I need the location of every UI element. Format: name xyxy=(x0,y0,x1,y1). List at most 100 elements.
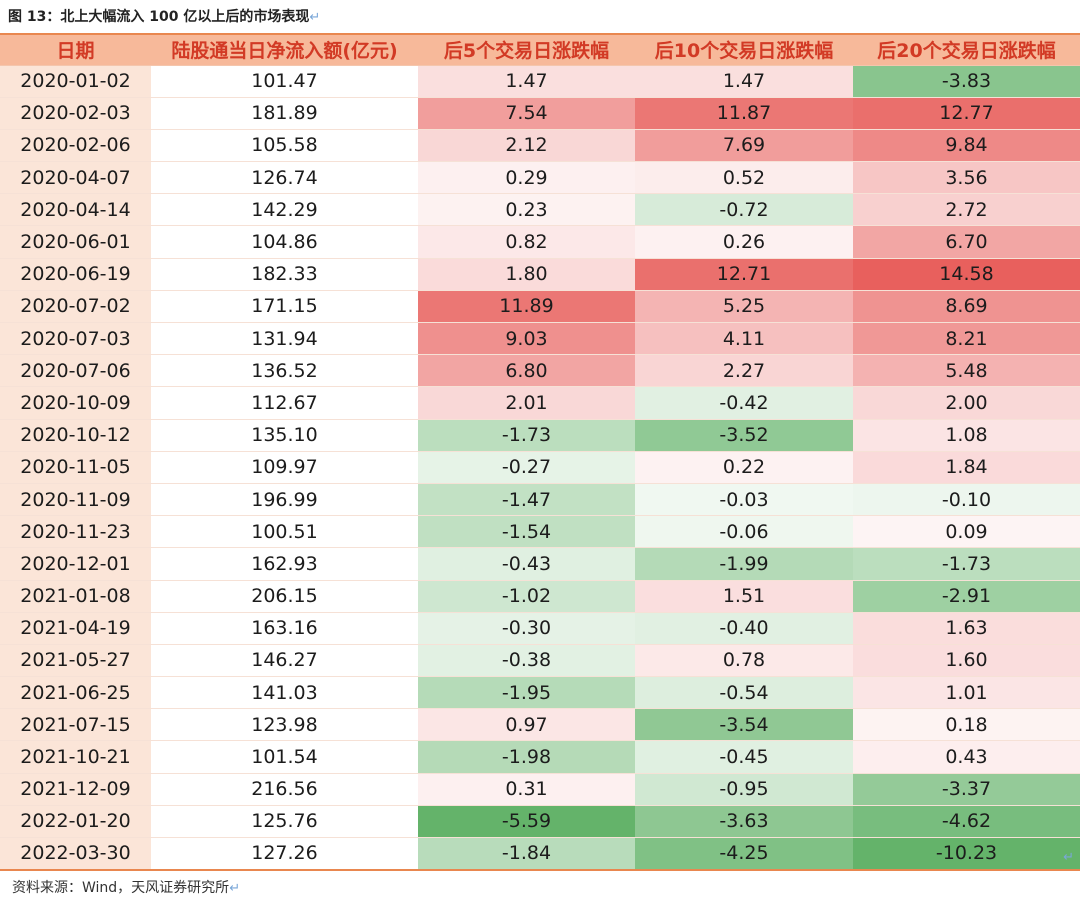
cell-5d-change: -1.73 xyxy=(418,419,635,452)
cell-20d-change: 1.60 xyxy=(853,644,1080,678)
cell-20d-change: 9.84 xyxy=(853,129,1080,163)
cell-net-inflow: 112.67 xyxy=(151,386,418,420)
cell-net-inflow: 101.54 xyxy=(151,740,418,774)
cell-10d-change: -0.54 xyxy=(635,676,853,710)
cell-20d-change: 1.01 xyxy=(853,676,1080,710)
cell-20d-change: 2.72 xyxy=(853,193,1080,227)
cell-5d-change: -0.27 xyxy=(418,451,635,484)
cell-date: 2021-05-27 xyxy=(0,644,151,678)
cell-5d-change: 0.29 xyxy=(418,161,635,195)
cell-10d-change: 7.69 xyxy=(635,129,853,163)
header-5d-change: 后5个交易日涨跌幅 xyxy=(418,33,635,66)
table-row: 2020-07-06 136.52 6.80 2.27 5.48 xyxy=(0,354,1080,388)
cell-5d-change: 7.54 xyxy=(418,97,635,130)
cell-20d-change: -2.91 xyxy=(853,580,1080,613)
cell-5d-change: 0.97 xyxy=(418,708,635,742)
data-table-container: 日期 陆股通当日净流入额(亿元) 后5个交易日涨跌幅 后10个交易日涨跌幅 后2… xyxy=(0,33,1080,871)
cell-10d-change: 1.51 xyxy=(635,580,853,613)
cell-date: 2020-02-03 xyxy=(0,97,151,130)
table-row: 2020-11-09 196.99 -1.47 -0.03 -0.10 xyxy=(0,483,1080,517)
cell-date: 2020-06-01 xyxy=(0,225,151,259)
table-row: 2022-03-30 127.26 -1.84 -4.25 -10.23 xyxy=(0,837,1080,871)
cell-10d-change: -0.45 xyxy=(635,740,853,774)
cell-5d-change: -1.54 xyxy=(418,515,635,549)
cell-date: 2020-07-02 xyxy=(0,290,151,324)
cell-5d-change: 2.01 xyxy=(418,386,635,420)
cell-date: 2021-12-09 xyxy=(0,773,151,806)
cell-5d-change: 11.89 xyxy=(418,290,635,324)
cell-20d-change: 1.08 xyxy=(853,419,1080,452)
cell-net-inflow: 206.15 xyxy=(151,580,418,613)
cell-date: 2020-11-23 xyxy=(0,515,151,549)
cell-10d-change: 4.11 xyxy=(635,322,853,356)
table-row: 2020-11-23 100.51 -1.54 -0.06 0.09 xyxy=(0,515,1080,549)
cell-5d-change: -1.47 xyxy=(418,483,635,517)
table-row: 2021-12-09 216.56 0.31 -0.95 -3.37 xyxy=(0,773,1080,806)
cell-date: 2021-07-15 xyxy=(0,708,151,742)
cell-net-inflow: 131.94 xyxy=(151,322,418,356)
cell-20d-change: 1.63 xyxy=(853,612,1080,645)
cell-net-inflow: 101.47 xyxy=(151,65,418,98)
cell-net-inflow: 109.97 xyxy=(151,451,418,484)
cell-5d-change: -0.30 xyxy=(418,612,635,645)
cell-date: 2021-10-21 xyxy=(0,740,151,774)
cell-net-inflow: 136.52 xyxy=(151,354,418,388)
cell-date: 2022-03-30 xyxy=(0,837,151,871)
return-mark-icon: ↵ xyxy=(1063,850,1074,865)
cell-date: 2020-10-09 xyxy=(0,386,151,420)
cell-10d-change: 2.27 xyxy=(635,354,853,388)
cell-20d-change: -4.62 xyxy=(853,805,1080,839)
cell-20d-change: 8.21 xyxy=(853,322,1080,356)
cell-20d-change: 0.09 xyxy=(853,515,1080,549)
cell-net-inflow: 126.74 xyxy=(151,161,418,195)
cell-date: 2020-01-02 xyxy=(0,65,151,98)
cell-10d-change: 5.25 xyxy=(635,290,853,324)
cell-10d-change: -4.25 xyxy=(635,837,853,871)
cell-net-inflow: 127.26 xyxy=(151,837,418,871)
cell-date: 2020-11-09 xyxy=(0,483,151,517)
table-row: 2020-02-03 181.89 7.54 11.87 12.77 xyxy=(0,97,1080,130)
cell-20d-change: -3.37 xyxy=(853,773,1080,806)
cell-date: 2021-04-19 xyxy=(0,612,151,645)
table-row: 2021-07-15 123.98 0.97 -3.54 0.18 xyxy=(0,708,1080,742)
table-row: 2020-07-02 171.15 11.89 5.25 8.69 xyxy=(0,290,1080,324)
table-row: 2020-12-01 162.93 -0.43 -1.99 -1.73 xyxy=(0,547,1080,581)
table-row: 2020-04-07 126.74 0.29 0.52 3.56 xyxy=(0,161,1080,195)
cell-5d-change: 0.82 xyxy=(418,225,635,259)
cell-5d-change: -1.84 xyxy=(418,837,635,871)
cell-5d-change: 2.12 xyxy=(418,129,635,163)
cell-date: 2020-04-07 xyxy=(0,161,151,195)
cell-10d-change: -3.52 xyxy=(635,419,853,452)
table-row: 2020-01-02 101.47 1.47 1.47 -3.83 xyxy=(0,65,1080,98)
cell-5d-change: -1.02 xyxy=(418,580,635,613)
table-row: 2022-01-20 125.76 -5.59 -3.63 -4.62 xyxy=(0,805,1080,839)
return-mark-icon: ↵ xyxy=(309,10,321,25)
cell-5d-change: -0.43 xyxy=(418,547,635,581)
cell-date: 2020-11-05 xyxy=(0,451,151,484)
cell-10d-change: -0.03 xyxy=(635,483,853,517)
header-10d-change: 后10个交易日涨跌幅 xyxy=(635,33,853,66)
cell-10d-change: -0.40 xyxy=(635,612,853,645)
cell-date: 2020-02-06 xyxy=(0,129,151,163)
cell-20d-change: -1.73 xyxy=(853,547,1080,581)
cell-5d-change: 9.03 xyxy=(418,322,635,356)
cell-date: 2021-06-25 xyxy=(0,676,151,710)
table-row: 2021-04-19 163.16 -0.30 -0.40 1.63 xyxy=(0,612,1080,645)
cell-5d-change: 0.23 xyxy=(418,193,635,227)
cell-10d-change: 12.71 xyxy=(635,258,853,291)
cell-net-inflow: 181.89 xyxy=(151,97,418,130)
table-header-row: 日期 陆股通当日净流入额(亿元) 后5个交易日涨跌幅 后10个交易日涨跌幅 后2… xyxy=(0,33,1080,66)
cell-20d-change: 0.18 xyxy=(853,708,1080,742)
cell-net-inflow: 162.93 xyxy=(151,547,418,581)
cell-net-inflow: 105.58 xyxy=(151,129,418,163)
cell-10d-change: -0.95 xyxy=(635,773,853,806)
header-date: 日期 xyxy=(0,33,151,66)
cell-10d-change: -0.42 xyxy=(635,386,853,420)
cell-20d-change: 8.69 xyxy=(853,290,1080,324)
cell-10d-change: 0.22 xyxy=(635,451,853,484)
return-mark-icon: ↵ xyxy=(229,881,241,896)
cell-date: 2020-04-14 xyxy=(0,193,151,227)
table-row: 2020-07-03 131.94 9.03 4.11 8.21 xyxy=(0,322,1080,356)
cell-20d-change: -3.83 xyxy=(853,65,1080,98)
figure-caption-text: 图 13：北上大幅流入 100 亿以上后的市场表现 xyxy=(8,9,310,25)
